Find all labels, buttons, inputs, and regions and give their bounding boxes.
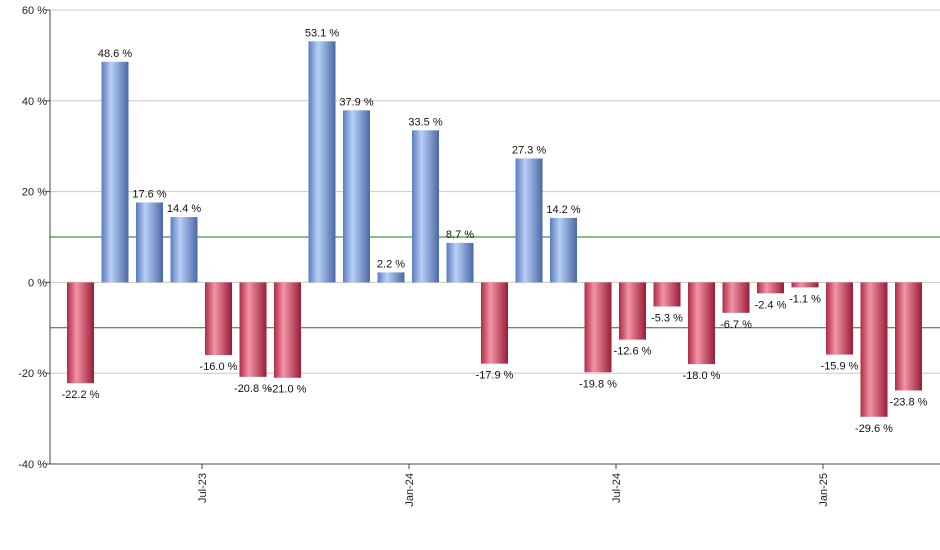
bar	[412, 130, 439, 283]
data-label: 2.2 %	[377, 258, 405, 270]
data-label: 14.2 %	[546, 204, 580, 216]
data-label: -15.9 %	[821, 361, 859, 373]
bar	[515, 158, 543, 283]
bar	[343, 110, 370, 283]
x-tick-labels: Jul-23 Jan-24 Jul-24 Jan-25	[197, 464, 830, 507]
bar	[377, 272, 405, 283]
data-label: -12.6 %	[614, 346, 652, 358]
bar	[239, 282, 267, 377]
data-label: 37.9 %	[339, 96, 373, 108]
x-tick-label: Jan-25	[818, 473, 830, 507]
y-tick-label: -20 %	[18, 368, 47, 380]
data-label: 33.5 %	[408, 116, 442, 128]
data-label: 48.6 %	[98, 48, 132, 60]
data-labels: -22.2 %48.6 %17.6 %14.4 %-16.0 %-20.8 %-…	[62, 27, 928, 434]
bar	[205, 282, 232, 356]
y-tick-label: 40 %	[22, 96, 47, 108]
axes	[49, 10, 940, 465]
data-label: -2.4 %	[755, 299, 787, 311]
x-tick-label: Jul-23	[197, 473, 209, 503]
bar	[619, 282, 646, 340]
data-label: -20.8 %	[234, 383, 272, 395]
bar	[653, 282, 681, 307]
data-label: 8.7 %	[446, 229, 474, 241]
data-label: -23.8 %	[890, 396, 928, 408]
bar	[481, 282, 508, 364]
bar	[274, 282, 301, 378]
data-label: 14.4 %	[167, 203, 201, 215]
bar	[688, 282, 715, 365]
data-label: 27.3 %	[512, 144, 546, 156]
bar	[895, 282, 922, 391]
bars	[67, 41, 922, 417]
data-label: -22.2 %	[62, 389, 100, 401]
data-label: -29.6 %	[855, 423, 893, 435]
y-tick-label: 20 %	[22, 187, 47, 199]
y-tick-label: 60 %	[22, 5, 47, 17]
data-label: -18.0 %	[683, 370, 721, 382]
bar	[860, 282, 888, 417]
y-tick-label: 0 %	[28, 277, 47, 289]
data-label: -5.3 %	[651, 312, 683, 324]
data-label: -1.1 %	[789, 293, 821, 305]
data-label: -21.0 %	[269, 384, 307, 396]
bar	[550, 217, 577, 283]
bar	[584, 282, 612, 373]
bar	[446, 242, 474, 283]
bar	[101, 61, 129, 283]
bar	[67, 282, 94, 384]
y-tick-labels: 60 % 40 % 20 % 0 % -20 % -40 %	[18, 5, 50, 471]
data-label: -19.8 %	[579, 378, 617, 390]
bar	[791, 282, 819, 288]
bar	[136, 202, 163, 283]
data-label: -17.9 %	[476, 370, 514, 382]
bar	[826, 282, 853, 355]
x-tick-label: Jul-24	[611, 473, 623, 503]
bar	[722, 282, 750, 313]
x-tick-label: Jan-24	[404, 473, 416, 507]
bar	[308, 41, 336, 283]
data-label: -16.0 %	[200, 361, 238, 373]
data-label: 17.6 %	[132, 188, 166, 200]
y-tick-label: -40 %	[18, 459, 47, 471]
bar	[170, 217, 198, 283]
bar	[757, 282, 784, 294]
data-label: 53.1 %	[305, 27, 339, 39]
data-label: -6.7 %	[720, 319, 752, 331]
